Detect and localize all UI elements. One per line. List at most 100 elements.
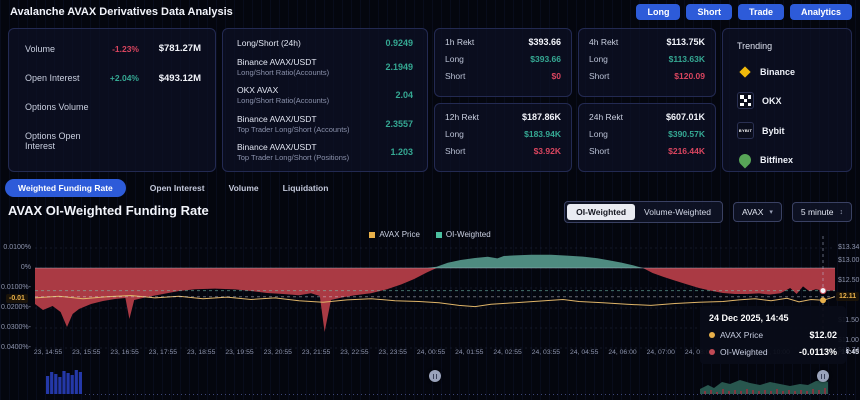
- page-title: Avalanche AVAX Derivatives Data Analysis: [10, 6, 233, 18]
- rekt-short-value: $120.09: [674, 71, 705, 81]
- tooltip-value: $12.02: [809, 330, 837, 340]
- ratio-value: 2.04: [395, 90, 413, 100]
- trending-item-label: OKX: [762, 95, 782, 106]
- rekt-card-24h: 24h Rekt $607.01K Long $390.57K Short $216.…: [578, 103, 716, 172]
- rekt-period: 4h Rekt: [589, 37, 619, 47]
- tab-weighted-funding-rate[interactable]: Weighted Funding Rate: [5, 179, 126, 197]
- funding-current-badge: -0.01: [6, 293, 28, 303]
- ratio-row: OKX AVAX Long/Short Ratio(Accounts) 2.04: [237, 85, 413, 105]
- x-tick-label: 24, 07:00: [646, 349, 675, 356]
- chart-tooltip: 24 Dec 2025, 14:45 AVAX Price $12.02 OI-…: [700, 306, 846, 364]
- stat-value: $493.12M: [158, 72, 201, 84]
- rekt-short-value: $216.44K: [668, 146, 705, 156]
- tooltip-date: 24 Dec 2025, 14:45: [709, 313, 789, 323]
- x-tick-label: 23, 17:55: [148, 349, 178, 356]
- weighting-toggle: OI-Weighted Volume-Weighted: [564, 201, 723, 223]
- legend-swatch-price: [369, 231, 376, 238]
- navigator-handle-right[interactable]: [817, 370, 829, 382]
- trending-item-label: Bybit: [762, 125, 785, 136]
- trending-item-binance[interactable]: Binance: [737, 64, 837, 79]
- oi-weighted-dot-icon: [709, 349, 715, 355]
- tab-open-interest[interactable]: Open Interest: [149, 183, 205, 193]
- stat-change: -1.23%: [112, 43, 139, 54]
- ratio-title: Binance AVAX/USDT: [237, 142, 317, 152]
- rekt-long-label: Long: [445, 129, 464, 139]
- trade-button[interactable]: Trade: [737, 4, 784, 20]
- tab-volume[interactable]: Volume: [228, 183, 259, 193]
- navigator-handle-left[interactable]: [429, 370, 441, 382]
- rekt-long-value: $113.63K: [668, 54, 705, 64]
- trending-item-bybit[interactable]: BYBIT Bybit: [737, 122, 837, 139]
- tooltip-row-price: AVAX Price $12.02: [709, 330, 837, 340]
- chart-controls: OI-Weighted Volume-Weighted AVAX ▾ 5 min…: [564, 201, 852, 223]
- volume-weighted-toggle[interactable]: Volume-Weighted: [644, 207, 711, 217]
- rekt-long-value: $393.66: [530, 54, 561, 64]
- x-tick-label: 24, 03:55: [531, 349, 561, 356]
- stat-label: Volume: [25, 43, 56, 54]
- rekt-card-1h: 1h Rekt $393.66 Long $393.66 Short $0: [434, 28, 572, 97]
- chart-legend: AVAX Price OI-Weighted: [0, 230, 860, 239]
- rekt-total: $607.01K: [665, 112, 705, 122]
- stat-value: $781.27M: [158, 43, 201, 54]
- trending-item-label: Bitfinex: [760, 154, 794, 165]
- stat-label: Open Interest: [25, 73, 80, 84]
- chart-tabs: Weighted Funding Rate Open Interest Volu…: [5, 179, 328, 197]
- rekt-card-4h: 4h Rekt $113.75K Long $113.63K Short $120.0…: [578, 28, 716, 97]
- rekt-period: 1h Rekt: [445, 37, 475, 47]
- rekt-total: $393.66: [528, 37, 561, 47]
- rekt-short-label: Short: [445, 146, 466, 156]
- x-tick-label: 23, 23:55: [378, 349, 407, 356]
- short-button[interactable]: Short: [686, 4, 732, 20]
- rekt-total: $113.75K: [666, 37, 705, 47]
- liquidation-rekt-grid: 1h Rekt $393.66 Long $393.66 Short $0 4h Re…: [434, 28, 716, 172]
- tooltip-label: OI-Weighted: [720, 347, 768, 357]
- x-tick-label: 23, 21:55: [301, 349, 331, 356]
- navigator-plot: [46, 370, 856, 395]
- tab-liquidation[interactable]: Liquidation: [282, 183, 329, 193]
- ratio-row: Binance AVAX/USDT Top Trader Long/Short …: [237, 142, 413, 162]
- ratio-title: Long/Short (24h): [237, 38, 301, 48]
- ratio-value: 1.203: [390, 147, 413, 157]
- analytics-button[interactable]: Analytics: [789, 4, 852, 20]
- ratio-subtitle: Long/Short Ratio(Accounts): [237, 96, 330, 105]
- rekt-long-label: Long: [589, 129, 608, 139]
- ratio-title: OKX AVAX: [237, 85, 279, 95]
- trending-item-okx[interactable]: OKX: [737, 92, 837, 109]
- ratio-subtitle: Long/Short Ratio(Accounts): [237, 67, 330, 77]
- ratio-subtitle: Top Trader Long/Short (Positions): [237, 153, 350, 162]
- trending-card: Trending Binance OKX BYBIT Bybit Bitfine…: [722, 28, 852, 172]
- x-tick-label: 23, 20:55: [263, 349, 292, 356]
- volume-stats-card: Volume -1.23% $781.27M Open Interest +2.…: [8, 28, 216, 172]
- rekt-long-label: Long: [445, 54, 464, 64]
- ratio-value: 2.3557: [385, 118, 413, 129]
- stat-row-options-volume: Options Volume: [25, 102, 201, 112]
- oi-weighted-toggle[interactable]: OI-Weighted: [567, 204, 636, 220]
- long-button[interactable]: Long: [636, 4, 681, 20]
- interval-select[interactable]: 5 minute ↕: [791, 202, 852, 222]
- tooltip-row-oi-weighted: OI-Weighted -0.0113%: [709, 347, 837, 357]
- x-tick-label: 23, 15:55: [72, 349, 101, 356]
- interval-select-value: 5 minute: [800, 207, 834, 217]
- rekt-long-label: Long: [589, 54, 608, 64]
- ratio-row: Binance AVAX/USDT Top Trader Long/Short …: [237, 114, 413, 134]
- rekt-period: 24h Rekt: [589, 112, 624, 122]
- stat-row-open-interest: Open Interest +2.04% $493.12M: [25, 73, 201, 84]
- chevron-down-icon: ▾: [769, 209, 773, 216]
- tooltip-label: AVAX Price: [720, 330, 764, 340]
- stat-change: +2.04%: [109, 73, 139, 84]
- funding-rate-chart[interactable]: AVAX Price OI-Weighted 0.0100% 0% -0.0100%…: [0, 228, 860, 364]
- rekt-total: $187.86K: [521, 112, 561, 122]
- ratio-value: 2.1949: [385, 61, 413, 72]
- x-tick-label: 23, 18:55: [187, 349, 216, 356]
- chart-section-title: AVAX OI-Weighted Funding Rate: [8, 203, 209, 218]
- chart-navigator[interactable]: [0, 363, 860, 400]
- symbol-select[interactable]: AVAX ▾: [732, 202, 782, 222]
- rekt-period: 12h Rekt: [445, 112, 480, 122]
- trending-item-bitfinex[interactable]: Bitfinex: [736, 151, 837, 168]
- x-tick-label: 23, 14:55: [33, 349, 63, 356]
- rekt-short-value: $0: [551, 71, 561, 81]
- rekt-short-label: Short: [589, 146, 610, 156]
- stat-label: Options Open Interest: [25, 130, 81, 151]
- ratio-title: Binance AVAX/USDT: [237, 56, 317, 67]
